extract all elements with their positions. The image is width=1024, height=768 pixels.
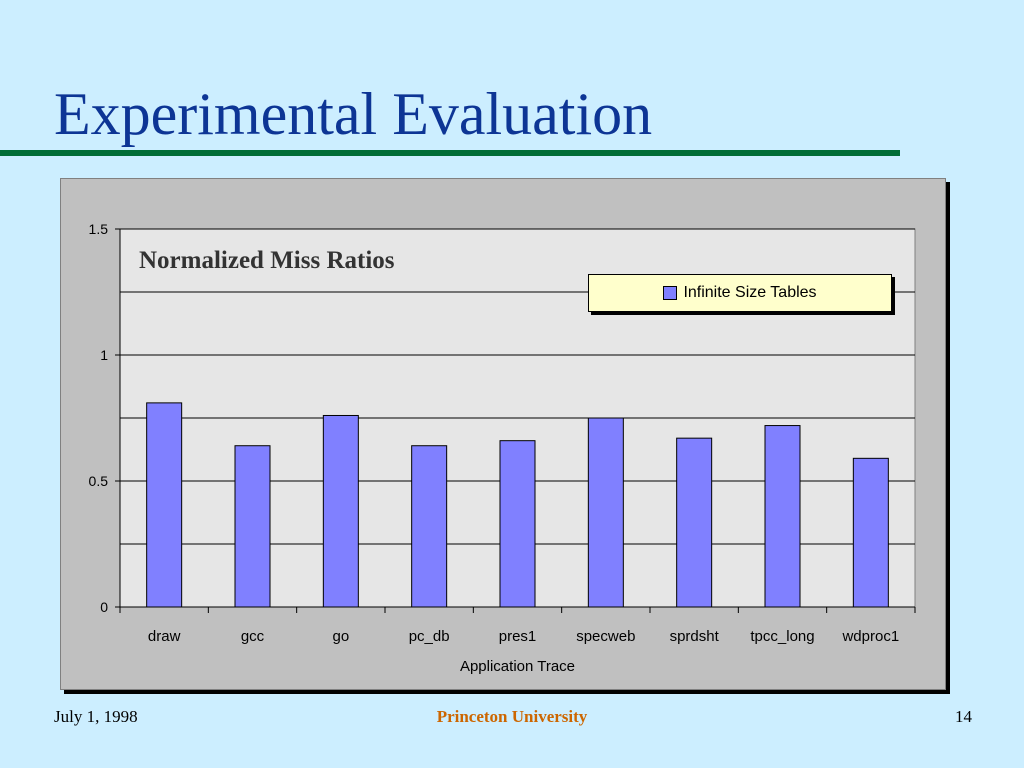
bar-specweb bbox=[587, 417, 624, 608]
bar-go bbox=[322, 414, 359, 608]
bar-wdproc1 bbox=[852, 457, 889, 608]
x-tick-label: go bbox=[332, 628, 349, 645]
x-tick-label: pc_db bbox=[409, 628, 450, 645]
title-rule bbox=[0, 150, 900, 156]
x-tick-label: gcc bbox=[241, 628, 265, 645]
page-number: 14 bbox=[955, 707, 972, 726]
bar-gcc bbox=[234, 445, 271, 608]
y-tick-label: 0 bbox=[100, 599, 108, 615]
y-tick-label: 1 bbox=[100, 347, 108, 363]
bar-draw bbox=[146, 402, 183, 608]
x-tick-label: sprdsht bbox=[670, 628, 720, 645]
legend-label: Infinite Size Tables bbox=[683, 284, 817, 301]
y-tick-label: 1.5 bbox=[89, 221, 109, 237]
bar-pc_db bbox=[411, 445, 448, 608]
chart-frame: 0 0.5 1 1.5 draw gcc go pc_db pres1 specweb sprdsh… bbox=[60, 178, 946, 690]
x-tick-label: pres1 bbox=[499, 628, 537, 645]
bar-pres1 bbox=[499, 440, 536, 608]
footer-date: July 1, 1998 bbox=[54, 707, 138, 726]
y-tick-label: 0.5 bbox=[89, 473, 109, 489]
slide-title: Experimental Evaluation bbox=[54, 81, 653, 147]
x-tick-label: wdproc1 bbox=[841, 628, 899, 645]
chart-legend: Infinite Size Tables bbox=[588, 274, 892, 312]
x-tick-label: specweb bbox=[576, 628, 635, 645]
x-tick-label: tpcc_long bbox=[750, 628, 814, 645]
chart-title: Normalized Miss Ratios bbox=[139, 247, 395, 274]
x-axis-title: Application Trace bbox=[460, 658, 575, 675]
bar-sprdsht bbox=[676, 437, 713, 608]
x-tick-label: draw bbox=[148, 628, 181, 645]
legend-swatch bbox=[663, 286, 678, 300]
footer-organization: Princeton University bbox=[436, 707, 588, 726]
bar-tpcc_long bbox=[764, 425, 801, 608]
